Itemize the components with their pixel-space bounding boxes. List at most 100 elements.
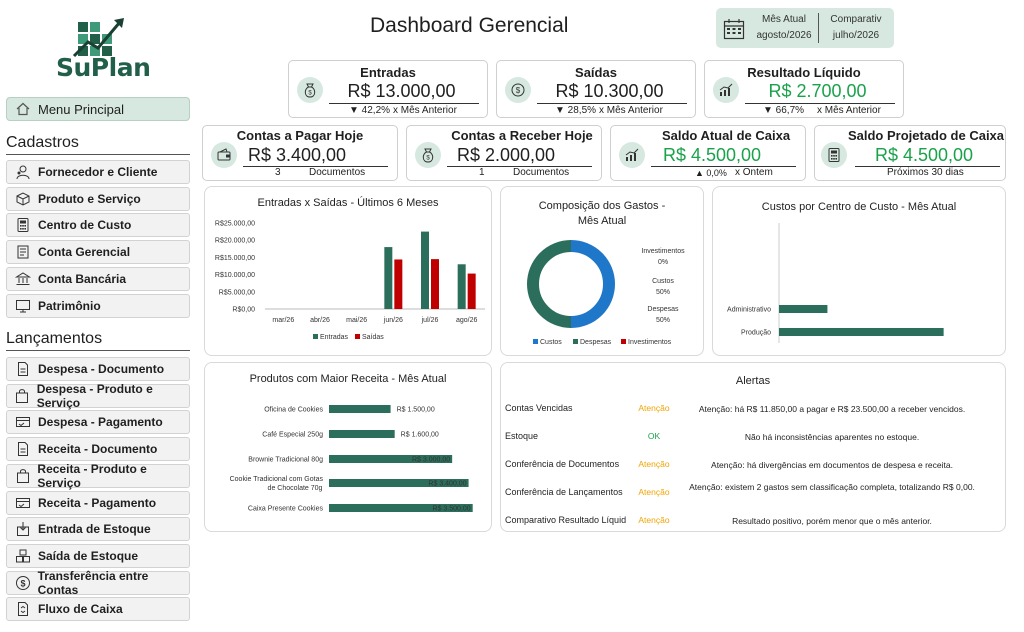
kpi-title: Contas a Pagar Hoje (236, 128, 364, 143)
sidebar-item-label: Centro de Custo (38, 218, 132, 233)
value-label: R$ 3.500,00 (433, 506, 471, 513)
kpi-compare: x Mês Anterior (817, 105, 881, 116)
kpi-title: Saldo Projetado de Caixa (847, 128, 1005, 143)
sidebar-item-fluxo-de-caixa[interactable]: Fluxo de Caixa (6, 597, 190, 622)
svg-text:$: $ (426, 156, 430, 162)
sidebar-item-label: Despesa - Produto e Serviço (36, 381, 153, 410)
kpi-value: R$ 10.300,00 (555, 81, 664, 101)
sidebar-item-transferencia-entre-contas[interactable]: $ Transferência entre Contas (6, 569, 190, 597)
period-divider (818, 13, 819, 43)
category-label: Cookie Tradicional com Gotas (230, 476, 324, 483)
sidebar-item-despesa-produto-e-servico[interactable]: Despesa - Produto e Serviço (6, 381, 190, 410)
mes-atual-label: Mês Atual (762, 14, 806, 25)
document-icon (13, 439, 33, 459)
sidebar-item-fornecedor-e-cliente[interactable]: Fornecedor e Cliente (6, 160, 190, 184)
sidebar-item-despesa-pagamento[interactable]: Despesa - Pagamento (6, 410, 190, 435)
slice-percent: 50% (656, 317, 670, 324)
bar-entradas (384, 247, 393, 309)
bar-saídas (394, 259, 403, 309)
kpi-underline (651, 166, 796, 167)
sidebar-item-label: Produto e Serviço (38, 191, 141, 206)
sidebar-item-conta-bancaria[interactable]: Conta Bancária (6, 266, 190, 291)
donut-slice-despesas (527, 240, 572, 328)
sidebar-item-receita-pagamento[interactable]: Receita - Pagamento (6, 490, 190, 515)
sidebar-item-label: Receita - Documento (38, 442, 158, 457)
kpi-change: ▼ 42,2% (349, 105, 391, 116)
lancamentos-title: Lançamentos (6, 330, 103, 347)
sidebar: SuPlan Menu Principal Cadastros Forneced… (0, 0, 196, 632)
svg-text:$: $ (516, 86, 521, 95)
sidebar-item-label: Entrada de Estoque (38, 522, 151, 537)
alert-message: Atenção: há divergências em documentos d… (711, 460, 953, 470)
suplan-logo-icon (72, 18, 124, 58)
sidebar-item-despesa-documento[interactable]: Despesa - Documento (6, 357, 190, 381)
x-tick-label: mai/26 (346, 317, 367, 324)
composicao-gastos-svg: Investimentos 0% Custos 50% Despesas 50% Custo… (527, 240, 685, 346)
bar-product (329, 430, 395, 438)
alert-message: Atenção: existem 2 gastos sem classifica… (689, 482, 975, 492)
sidebar-item-receita-produto-e-servico[interactable]: Receita - Produto e Serviço (6, 461, 190, 490)
legend-swatch-entradas (313, 334, 318, 339)
cadastros-divider (6, 154, 190, 155)
category-label: Café Especial 250g (262, 432, 323, 439)
users-icon (13, 162, 33, 182)
value-label: R$ 3.000,00 (412, 457, 450, 464)
kpi-title: Entradas (360, 65, 416, 80)
custos-centro-svg: Administrativo Produção (727, 223, 944, 343)
kpi-saldo-atual: Saldo Atual de Caixa R$ 4.500,00 ▲ 0,0% … (610, 125, 806, 181)
category-label: Brownie Tradicional 80g (248, 457, 323, 464)
mes-atual-value[interactable]: agosto/2026 (756, 30, 812, 41)
y-tick-label: R$10.000,00 (215, 272, 255, 279)
dollar-circle-icon: $ (13, 573, 33, 593)
kpi-underline (537, 103, 687, 104)
money-bag-icon: $ (297, 77, 323, 103)
legend-label: Despesas (580, 339, 612, 346)
kpi-compare: x Mês Anterior (393, 105, 457, 116)
menu-principal-button[interactable]: Menu Principal (6, 97, 190, 121)
sidebar-item-label: Patrimônio (38, 298, 101, 313)
growth-chart-icon (713, 77, 739, 103)
alert-message: Não há inconsistências aparentes no esto… (744, 432, 920, 442)
period-selector[interactable]: Mês Atual agosto/2026 Comparativ julho/2… (716, 8, 894, 48)
sidebar-item-entrada-de-estoque[interactable]: Entrada de Estoque (6, 517, 190, 542)
donut-slice-custos (570, 240, 615, 328)
kpi-title: Contas a Receber Hoje (451, 128, 593, 143)
sidebar-item-conta-gerencial[interactable]: Conta Gerencial (6, 240, 190, 265)
y-tick-label: R$5.000,00 (219, 289, 255, 296)
slice-label: Custos (652, 278, 674, 285)
sidebar-item-produto-e-servico[interactable]: Produto e Serviço (6, 186, 190, 211)
bar-product (329, 405, 391, 413)
bar-product (329, 504, 473, 512)
slice-percent: 50% (656, 289, 670, 296)
bar-entradas (457, 264, 466, 309)
category-label: Produção (741, 330, 771, 337)
bar-product (329, 479, 469, 487)
kpi-saidas: Saídas $ R$ 10.300,00 ▼ 28,5% x Mês Ante… (496, 60, 696, 118)
y-tick-label: R$0,00 (232, 307, 255, 314)
alert-status: Atenção (638, 487, 670, 497)
ledger-icon (13, 242, 33, 262)
bag-icon (13, 466, 32, 486)
sidebar-item-saida-de-estoque[interactable]: Saída de Estoque (6, 543, 190, 568)
bank-icon (13, 269, 33, 289)
alert-label: Conferência de Documentos (505, 459, 620, 469)
cashflow-icon (13, 599, 33, 619)
sidebar-item-receita-documento[interactable]: Receita - Documento (6, 437, 190, 462)
growth-chart-icon (619, 142, 645, 168)
sidebar-item-centro-de-custo[interactable]: Centro de Custo (6, 213, 190, 238)
alert-message: Atenção: há R$ 11.850,00 a pagar e R$ 23… (698, 404, 966, 414)
home-icon (12, 102, 34, 116)
comparativo-value[interactable]: julho/2026 (832, 30, 880, 41)
sidebar-item-label: Despesa - Pagamento (38, 415, 163, 430)
kpi-underline (855, 166, 1000, 167)
kpi-change: ▼ 66,7% (763, 105, 805, 116)
kpi-underline (447, 166, 592, 167)
kpi-saldo-projetado: Saldo Projetado de Caixa R$ 4.500,00 Pró… (814, 125, 1006, 181)
brand-name: SuPlan (56, 53, 151, 82)
category-label: Administrativo (727, 307, 771, 314)
sidebar-item-label: Receita - Produto e Serviço (37, 461, 147, 490)
alert-label: Estoque (505, 431, 539, 441)
slice-label: Despesas (647, 306, 679, 313)
comparativo-label: Comparativ (830, 14, 882, 25)
sidebar-item-patrimonio[interactable]: Patrimônio (6, 293, 190, 318)
